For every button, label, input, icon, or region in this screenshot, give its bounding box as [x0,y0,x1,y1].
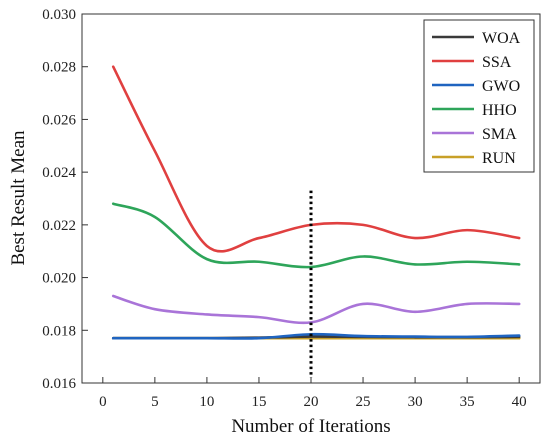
y-tick-label: 0.030 [42,7,76,23]
x-tick-label: 30 [408,394,423,410]
x-tick-label: 40 [512,394,527,410]
legend-label-ssa: SSA [482,54,512,71]
legend: WOA SSA GWO HHO SMA RUN [423,19,535,173]
legend-box [423,19,535,173]
x-tick-label: 25 [356,394,371,410]
y-tick-label: 0.016 [42,376,76,392]
y-tick-label: 0.026 [42,112,76,128]
series-lines [111,65,521,340]
legend-label-woa: WOA [482,30,521,47]
y-tick-label: 0.018 [42,323,76,339]
series-line-sma [111,294,521,325]
x-tick-label: 35 [460,394,475,410]
y-axis: 0.016 0.018 0.020 0.022 0.024 0.026 0.028 0.030 [42,7,88,392]
series-line-hho [111,202,521,269]
x-tick-label: 0 [99,394,107,410]
legend-label-sma: SMA [482,126,517,143]
y-tick-label: 0.020 [42,271,76,287]
x-tick-label: 20 [304,394,319,410]
x-tick-label: 15 [251,394,266,410]
legend-label-gwo: GWO [482,78,520,95]
series-line-ssa [111,65,521,253]
y-tick-label: 0.028 [42,60,76,76]
x-axis-title: Number of Iterations [231,416,390,437]
y-axis-title: Best Result Mean [8,130,29,266]
legend-label-run: RUN [482,150,516,167]
y-tick-label: 0.022 [42,218,76,234]
legend-label-hho: HHO [482,102,517,119]
x-tick-label: 5 [151,394,159,410]
y-tick-label: 0.024 [42,165,76,181]
x-tick-label: 10 [199,394,214,410]
x-axis: 0 5 10 15 20 25 30 35 40 [99,377,527,410]
